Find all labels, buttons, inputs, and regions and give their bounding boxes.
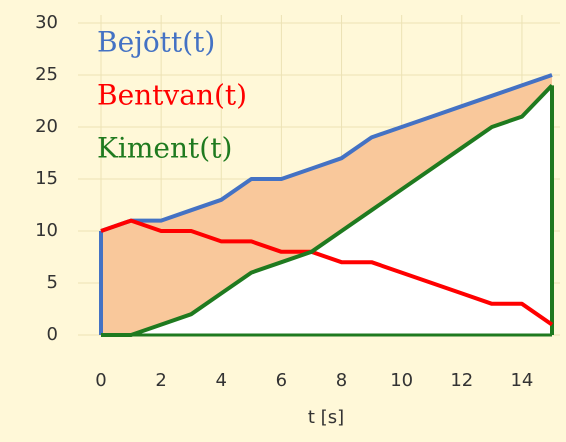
- x-tick-label: 2: [155, 370, 166, 391]
- legend-entry: Kiment(t): [97, 132, 232, 165]
- x-tick-label: 12: [450, 370, 473, 391]
- x-tick-label: 10: [390, 370, 413, 391]
- series-line: [101, 84, 554, 337]
- x-tick-label: 8: [336, 370, 347, 391]
- y-tick-label: 5: [47, 272, 58, 293]
- y-tick-label: 10: [35, 220, 58, 241]
- area-fill: [101, 75, 552, 335]
- y-tick-label: 0: [47, 324, 58, 345]
- y-tick-label: 20: [35, 116, 58, 137]
- x-tick-label: 14: [510, 370, 533, 391]
- x-tick-label: 4: [216, 370, 227, 391]
- legend-entry: Bejött(t): [97, 26, 215, 59]
- y-tick-label: 15: [35, 168, 58, 189]
- series-line: [100, 73, 553, 233]
- x-tick-label: 6: [276, 370, 287, 391]
- x-axis-label: t [s]: [308, 407, 344, 428]
- y-tick-label: 25: [35, 64, 58, 85]
- area-white: [101, 85, 552, 336]
- x-tick-label: 0: [95, 370, 106, 391]
- y-tick-label: 30: [35, 12, 58, 33]
- series-line: [100, 218, 554, 327]
- legend-entry: Bentvan(t): [97, 79, 247, 112]
